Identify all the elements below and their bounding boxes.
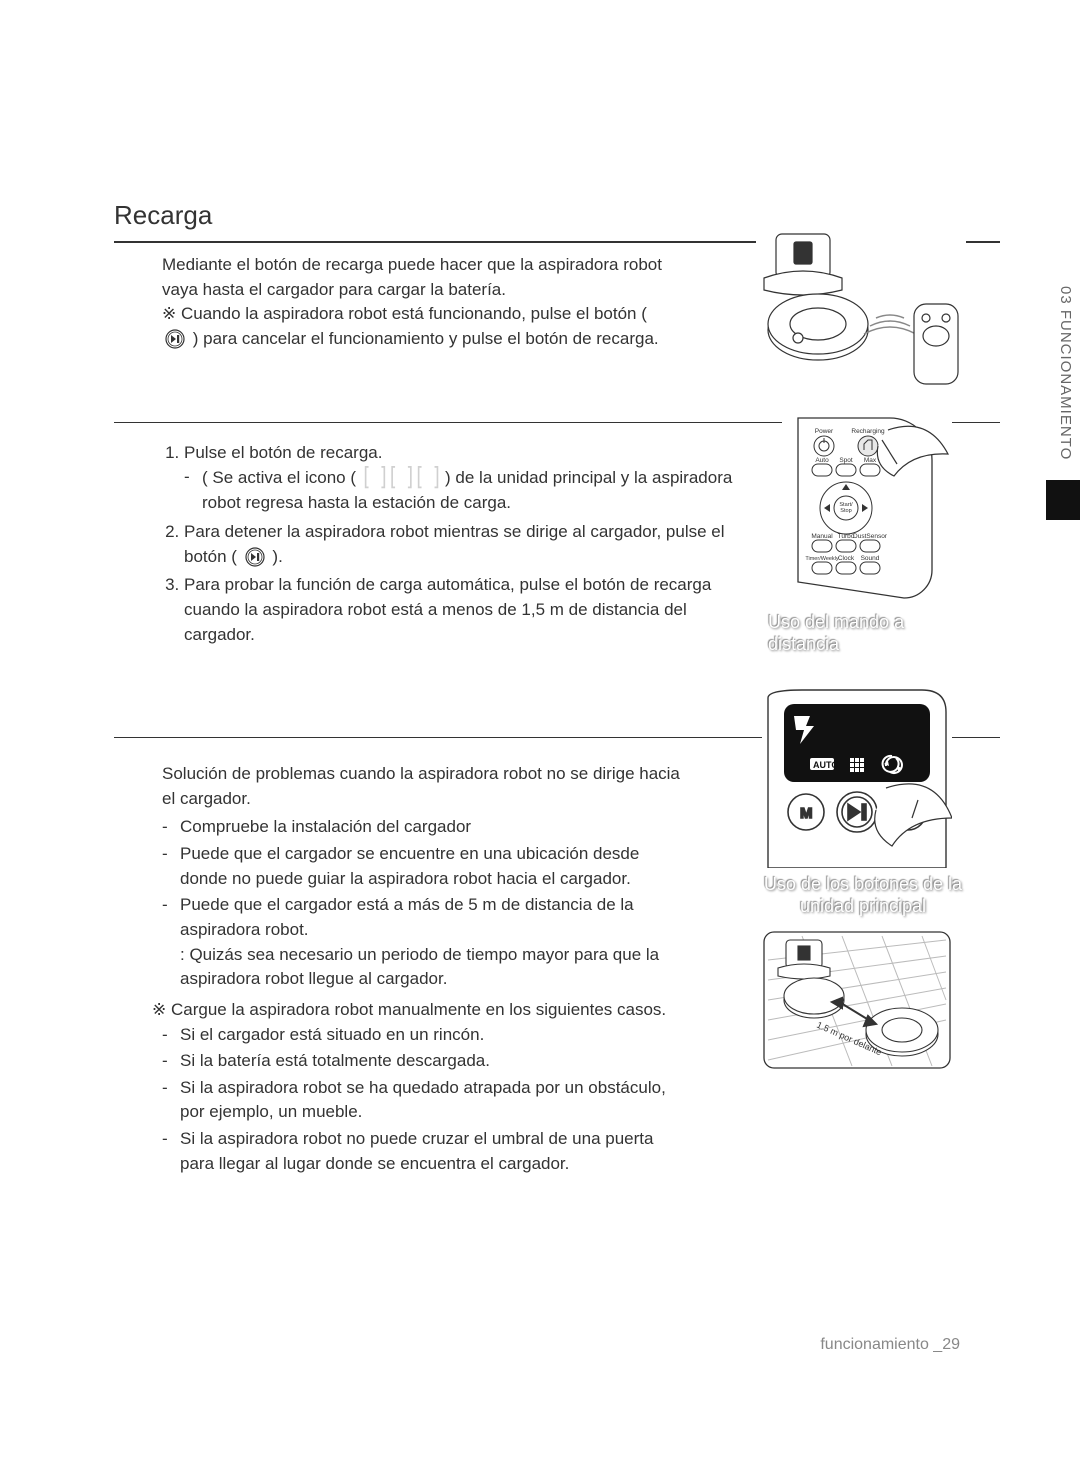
- remote-lbl-spot: Spot: [839, 457, 853, 464]
- steps-block: Pulse el botón de recarga. ( Se activa e…: [114, 441, 734, 648]
- trouble-block: Solución de problemas cuando la aspirado…: [114, 762, 684, 1176]
- chapter-side-tab: 03 FUNCIONAMIENTO: [1046, 280, 1080, 520]
- step-2: Para detener la aspiradora robot mientra…: [184, 520, 734, 569]
- remote-lbl-clock: Clock: [838, 555, 855, 562]
- trouble-m3: Si la aspiradora robot se ha quedado atr…: [162, 1076, 684, 1125]
- remote-lbl-max: Max: [864, 457, 877, 464]
- side-tab-label: 03 FUNCIONAMIENTO: [1046, 280, 1080, 480]
- trouble-m1: Si el cargador está situado en un rincón…: [162, 1023, 684, 1048]
- trouble-b3-text: Puede que el cargador está a más de 5 m …: [180, 895, 634, 939]
- illus-remote: Power Recharging Auto Spot Max Start/ St…: [782, 412, 952, 632]
- step-1-sub: ( Se activa el icono ( [ ][ ][ ] ) de la…: [184, 465, 734, 516]
- trouble-m2: Si la batería está totalmente descargada…: [162, 1049, 684, 1074]
- trouble-heading: Solución de problemas cuando la aspirado…: [162, 762, 684, 811]
- trouble-b1: Compruebe la instalación del cargador: [162, 815, 684, 840]
- intro-tip: ※ Cuando la aspiradora robot está funcio…: [162, 302, 674, 351]
- section-title: Recarga: [114, 200, 1000, 231]
- trouble-m4: Si la aspiradora robot no puede cruzar e…: [162, 1127, 684, 1176]
- step-2-b: ).: [272, 547, 282, 566]
- remote-lbl-power: Power: [815, 428, 834, 435]
- remote-lbl-auto: Auto: [815, 457, 829, 464]
- step-1-sub-a: ( Se activa el icono (: [202, 468, 356, 487]
- callout-main-unit: Uso de los botones de la unidad principa…: [758, 874, 968, 917]
- intro-tip-prefix: ※ Cuando la aspiradora robot está funcio…: [162, 304, 647, 323]
- footer-label: funcionamiento _: [820, 1336, 942, 1353]
- footer-page: 29: [942, 1336, 960, 1353]
- trouble-b3-note: : Quizás sea necesario un periodo de tie…: [180, 945, 659, 989]
- trouble-b3: Puede que el cargador está a más de 5 m …: [162, 893, 684, 992]
- remote-lbl-timer: Timer/Weekly: [805, 556, 839, 562]
- illus-main-unit: AUTO M: [762, 688, 952, 868]
- trouble-b2: Puede que el cargador se encuentre en un…: [162, 842, 684, 891]
- page-footer: funcionamiento _29: [820, 1336, 960, 1354]
- intro-p1: Mediante el botón de recarga puede hacer…: [162, 253, 674, 302]
- callout-remote: Uso del mando a distancia: [768, 612, 938, 655]
- remote-lbl-dust: DustSensor: [853, 533, 888, 540]
- illus-dock-bottom: 1.5 m por delante: [762, 930, 952, 1070]
- panel-auto-badge: AUTO: [813, 760, 838, 770]
- svg-text:Stop: Stop: [840, 508, 852, 514]
- intro-tip-suffix: ) para cancelar el funcionamiento y puls…: [193, 329, 659, 348]
- panel-m-button: M: [800, 805, 813, 822]
- remote-lbl-manual: Manual: [811, 533, 833, 540]
- intro-block: Mediante el botón de recarga puede hacer…: [114, 253, 674, 352]
- trouble-manual-tip: ※ Cargue la aspiradora robot manualmente…: [152, 998, 684, 1023]
- step-1: Pulse el botón de recarga. ( Se activa e…: [184, 441, 734, 516]
- side-tab-marker: [1046, 480, 1080, 520]
- step-1-text: Pulse el botón de recarga.: [184, 443, 382, 462]
- remote-lbl-recharging: Recharging: [851, 428, 885, 435]
- illus-dock-top: [756, 228, 966, 388]
- seven-segment-icon: [ ][ ][ ]: [361, 460, 441, 497]
- play-pause-icon: [162, 329, 188, 349]
- step-3: Para probar la función de carga automáti…: [184, 573, 734, 647]
- remote-lbl-sound: Sound: [861, 555, 880, 562]
- play-pause-icon: [242, 547, 268, 567]
